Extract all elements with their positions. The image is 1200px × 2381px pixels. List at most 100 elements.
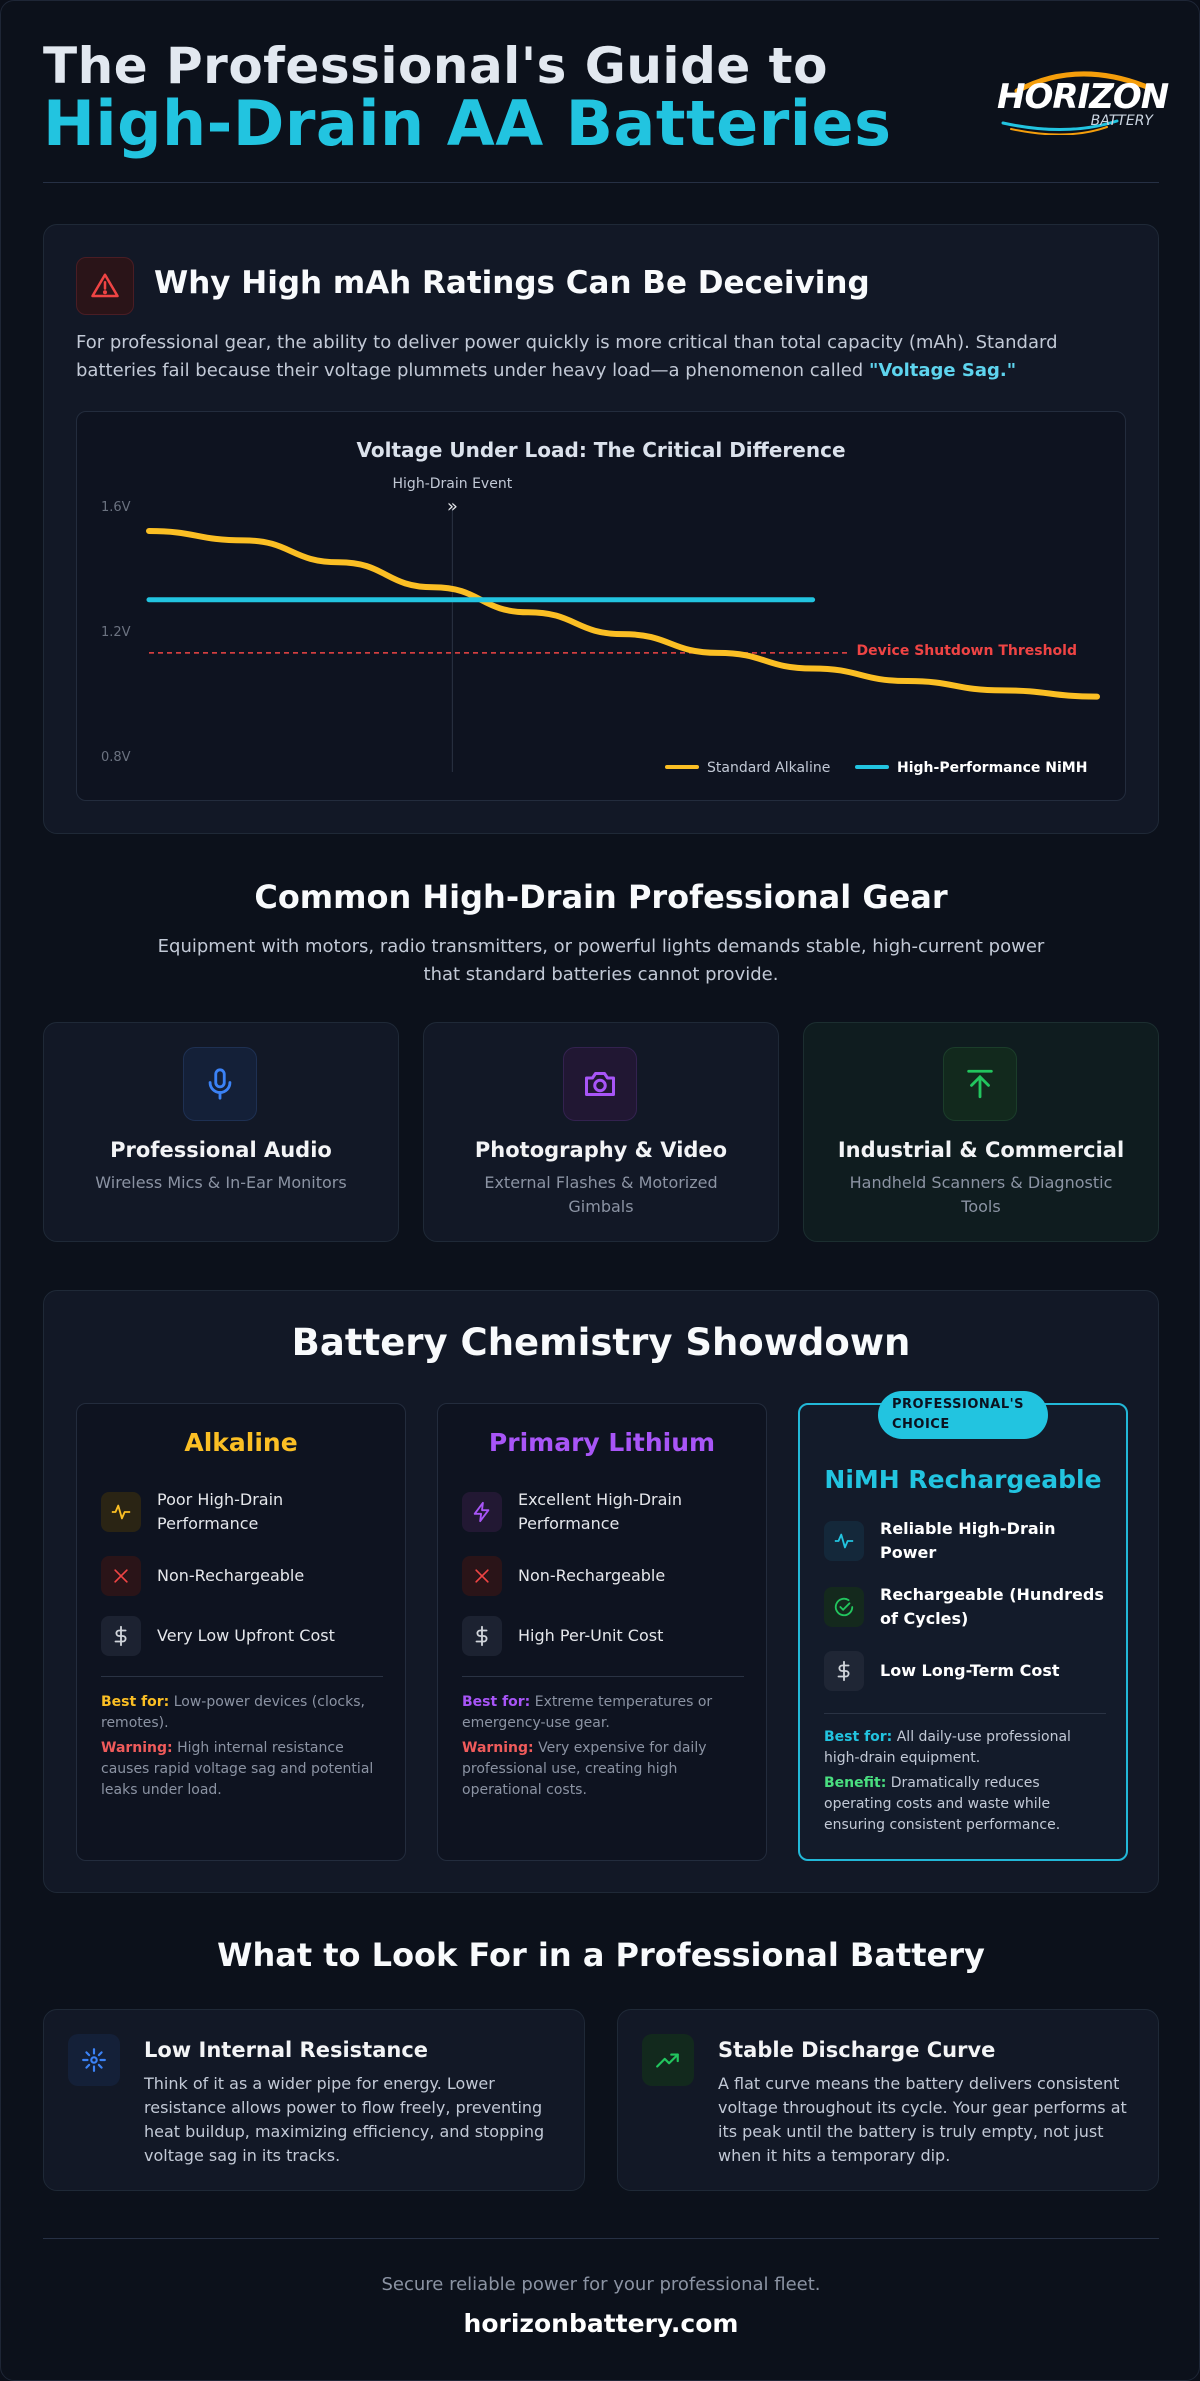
- feature-text: Poor High-Drain Performance: [157, 1490, 284, 1533]
- chart-title: Voltage Under Load: The Critical Differe…: [356, 438, 846, 462]
- warning-triangle-icon: [91, 273, 119, 298]
- feature-text: Reliable High-Drain Power: [880, 1519, 1056, 1562]
- gear-desc: Wireless Mics & In-Ear Monitors: [95, 1173, 347, 1192]
- feature-row: Reliable High-Drain Power: [824, 1519, 1106, 1562]
- sparkle-icon: [82, 2048, 106, 2072]
- best-for-text: All daily-use professional high-drain eq…: [824, 1729, 1071, 1766]
- look-title: What to Look For in a Professional Batte…: [217, 1936, 985, 1974]
- warning-text: High internal resistance causes rapid vo…: [101, 1740, 374, 1798]
- dollar-icon: [837, 1660, 850, 1682]
- feature-icon-box: [824, 1651, 864, 1691]
- professionals-choice-badge: PROFESSIONAL'S CHOICE: [878, 1391, 1048, 1439]
- camera-icon: [585, 1072, 615, 1096]
- pulse-icon: [834, 1533, 854, 1549]
- divider: [462, 1676, 744, 1677]
- check-circle-icon: [834, 1597, 854, 1617]
- best-for-text: Low-power devices (clocks, remotes).: [101, 1694, 365, 1731]
- x-icon: [475, 1569, 489, 1583]
- benefit-note: Benefit: Dramatically reduces operating …: [824, 1773, 1106, 1836]
- benefit-text: Dramatically reduces operating costs and…: [824, 1775, 1061, 1833]
- microphone-icon: [208, 1068, 232, 1100]
- voltage-sag-highlight: "Voltage Sag.": [868, 360, 1017, 381]
- footer-url[interactable]: horizonbattery.com: [463, 2309, 739, 2338]
- gear-card-industrial: Industrial & Commercial Handheld Scanner…: [803, 1022, 1159, 1242]
- warning-text: Very expensive for daily professional us…: [462, 1740, 707, 1798]
- y-tick-label: 1.2V: [101, 625, 131, 640]
- chem-card-nimh: PROFESSIONAL'S CHOICE NiMH Rechargeable …: [798, 1391, 1128, 1861]
- feature-icon-box: [462, 1492, 502, 1532]
- legend-label: High-Performance NiMH: [897, 760, 1087, 776]
- best-for-label: Best for:: [462, 1694, 531, 1710]
- gear-card-audio: Professional Audio Wireless Mics & In-Ea…: [43, 1022, 399, 1242]
- feature-row: Low Long-Term Cost: [824, 1651, 1106, 1691]
- feature-row: Non-Rechargeable: [462, 1556, 744, 1596]
- feature-icon-box: [101, 1616, 141, 1656]
- divider: [824, 1713, 1106, 1714]
- series-line-alkaline: [146, 528, 1100, 700]
- footer-tagline: Secure reliable power for your professio…: [381, 2274, 821, 2295]
- gear-icon-box: [183, 1047, 257, 1121]
- header: The Professional's Guide to High-Drain A…: [43, 37, 1169, 183]
- gear-name: Industrial & Commercial: [837, 1138, 1125, 1162]
- page-title-line2: High-Drain AA Batteries: [43, 87, 892, 160]
- warning-note: Warning: Very expensive for daily profes…: [462, 1738, 744, 1801]
- warning-icon-box: [76, 257, 134, 315]
- feature-row: Very Low Upfront Cost: [101, 1616, 383, 1656]
- pulse-icon: [111, 1504, 131, 1520]
- feature-text: High Per-Unit Cost: [518, 1626, 664, 1645]
- deceiving-text: For professional gear, the ability to de…: [76, 329, 1126, 385]
- logo-wordmark: HORIZON: [997, 77, 1169, 117]
- y-tick-label: 0.8V: [101, 750, 131, 765]
- gear-name: Professional Audio: [110, 1138, 332, 1162]
- look-icon-box: [68, 2034, 120, 2086]
- look-card-discharge: Stable Discharge Curve A flat curve mean…: [617, 2009, 1159, 2191]
- gear-name: Photography & Video: [474, 1138, 728, 1162]
- chem-card-alkaline: Alkaline Poor High-Drain Performance Non…: [76, 1403, 406, 1861]
- showdown-title: Battery Chemistry Showdown: [291, 1321, 911, 1364]
- horizon-logo: HORIZON BATTERY: [997, 65, 1169, 135]
- look-icon-box: [642, 2034, 694, 2086]
- gear-desc: Handheld Scanners & Diagnostic Tools: [849, 1173, 1113, 1216]
- shutdown-threshold-label: Device Shutdown Threshold: [857, 643, 1078, 659]
- feature-icon-box: [824, 1521, 864, 1561]
- look-name: Stable Discharge Curve: [718, 2038, 996, 2062]
- best-for-note: Best for: Extreme temperatures or emerge…: [462, 1692, 744, 1734]
- footer: Secure reliable power for your professio…: [43, 2238, 1159, 2358]
- warning-label: Warning:: [101, 1740, 173, 1756]
- deceiving-title: Why High mAh Ratings Can Be Deceiving: [154, 265, 870, 301]
- gear-card-photo: Photography & Video External Flashes & M…: [423, 1022, 779, 1242]
- feature-row: High Per-Unit Cost: [462, 1616, 744, 1656]
- deceiving-section: Why High mAh Ratings Can Be Deceiving Fo…: [43, 224, 1159, 834]
- best-for-note: Best for: Low-power devices (clocks, rem…: [101, 1692, 383, 1734]
- feature-icon-box: [824, 1587, 864, 1627]
- warning-label: Warning:: [462, 1740, 534, 1756]
- y-tick-label: 1.6V: [101, 500, 131, 515]
- chem-name: Primary Lithium: [488, 1428, 716, 1457]
- best-for-label: Best for:: [101, 1694, 170, 1710]
- feature-row: Rechargeable (Hundreds of Cycles): [824, 1585, 1106, 1628]
- chem-name: Alkaline: [184, 1428, 298, 1457]
- gear-icon-box: [943, 1047, 1017, 1121]
- feature-icon-box: [462, 1616, 502, 1656]
- x-icon: [114, 1569, 128, 1583]
- feature-text: Excellent High-Drain Performance: [518, 1490, 683, 1533]
- voltage-chart-plot: 1.6V 1.2V 0.8V High-Drain Event » Device Shut…: [101, 476, 1100, 776]
- deceiving-body: For professional gear, the ability to de…: [76, 332, 1058, 381]
- feature-row: Poor High-Drain Performance: [101, 1490, 383, 1533]
- upload-arrow-icon: [967, 1069, 993, 1099]
- feature-row: Non-Rechargeable: [101, 1556, 383, 1596]
- feature-icon-box: [462, 1556, 502, 1596]
- feature-text: Rechargeable (Hundreds of Cycles): [880, 1585, 1104, 1628]
- chem-name: NiMH Rechargeable: [824, 1465, 1102, 1494]
- lightning-icon: [473, 1501, 490, 1523]
- feature-text: Non-Rechargeable: [157, 1566, 305, 1585]
- look-desc: Think of it as a wider pipe for energy. …: [144, 2074, 545, 2165]
- legend-label: Standard Alkaline: [707, 760, 830, 776]
- event-marker: »: [447, 496, 458, 517]
- voltage-chart: Voltage Under Load: The Critical Differe…: [76, 411, 1126, 801]
- divider: [101, 1676, 383, 1677]
- showdown-section: Battery Chemistry Showdown Alkaline Poor…: [43, 1290, 1159, 1893]
- look-card-resistance: Low Internal Resistance Think of it as a…: [43, 2009, 585, 2191]
- look-desc: A flat curve means the battery delivers …: [718, 2074, 1127, 2165]
- benefit-label: Benefit:: [824, 1775, 887, 1791]
